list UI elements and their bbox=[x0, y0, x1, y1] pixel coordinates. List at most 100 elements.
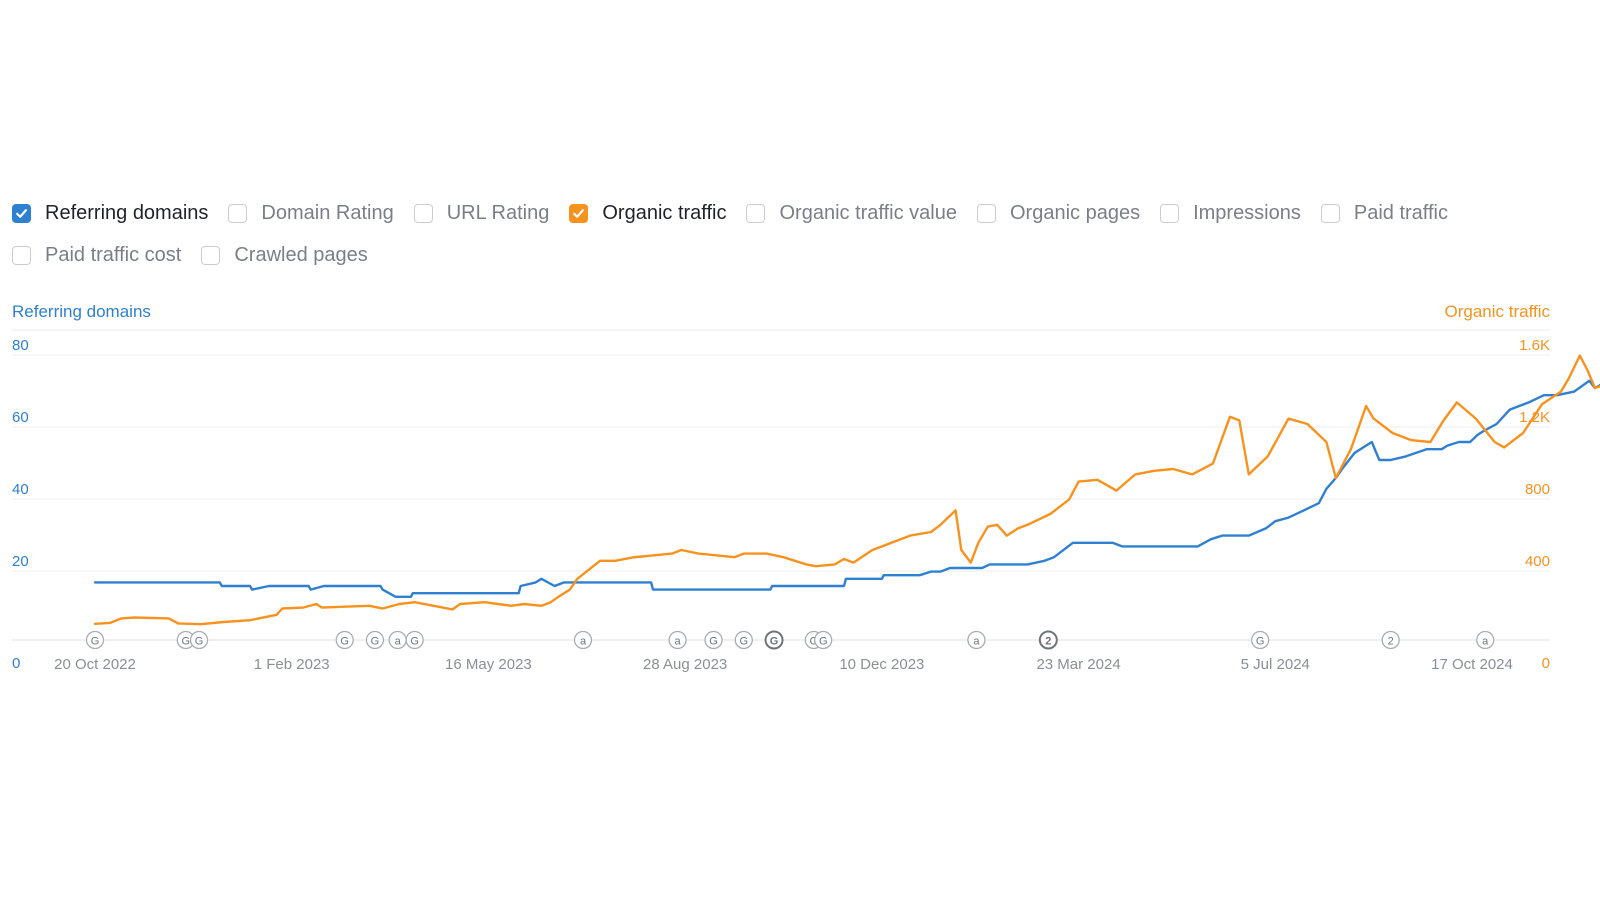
event-marker-label: a bbox=[1482, 636, 1489, 648]
event-marker-icon[interactable]: G bbox=[1251, 630, 1270, 650]
x-axis-tick: 17 Oct 2024 bbox=[1431, 656, 1513, 673]
event-marker-circle bbox=[573, 630, 593, 650]
event-marker-label: a bbox=[395, 636, 402, 648]
toggle-organic-traffic[interactable]: Organic traffic bbox=[569, 202, 726, 225]
left-axis-tick: 0 bbox=[12, 655, 20, 672]
toggle-referring-domains[interactable]: Referring domains bbox=[12, 202, 208, 225]
x-axis-tick: 20 Oct 2022 bbox=[54, 656, 136, 673]
event-marker-circle bbox=[365, 630, 385, 650]
event-marker-icon[interactable]: a bbox=[967, 630, 986, 650]
event-marker-circle bbox=[734, 630, 753, 650]
event-marker-icon[interactable]: a bbox=[668, 630, 687, 650]
event-marker-icon[interactable]: G bbox=[734, 630, 753, 650]
event-marker-circle bbox=[764, 630, 784, 650]
event-marker-label: G bbox=[1256, 636, 1265, 648]
toggle-label: Impressions bbox=[1193, 202, 1301, 224]
toggle-paid-traffic-cost[interactable]: Paid traffic cost bbox=[12, 244, 181, 267]
checkbox-empty-icon[interactable] bbox=[1160, 204, 1180, 223]
toggle-label: Organic pages bbox=[1009, 202, 1141, 224]
right-axis-tick: 0 bbox=[1542, 655, 1550, 672]
event-marker-circle bbox=[967, 630, 986, 650]
event-marker-label: G bbox=[410, 636, 419, 648]
toggle-crawled-pages[interactable]: Crawled pages bbox=[201, 244, 368, 267]
right-axis-tick: 400 bbox=[1525, 553, 1550, 570]
checkbox-empty-icon[interactable] bbox=[746, 204, 766, 223]
left-axis-title: Referring domains bbox=[12, 302, 151, 321]
toggle-label: Organic traffic bbox=[602, 202, 727, 224]
checkbox-empty-icon[interactable] bbox=[413, 204, 433, 223]
event-marker-icon[interactable]: 2 bbox=[1381, 630, 1400, 650]
toggle-organic-traffic-value[interactable]: Organic traffic value bbox=[746, 202, 957, 225]
event-marker-circle bbox=[335, 630, 354, 650]
x-axis-tick: 5 Jul 2024 bbox=[1241, 656, 1310, 673]
metric-toggle-row-1: Referring domains Domain Rating URL Rating… bbox=[12, 202, 1468, 225]
toggle-url-rating[interactable]: URL Rating bbox=[413, 202, 550, 225]
event-marker-label: G bbox=[91, 636, 100, 648]
event-marker-icon[interactable]: a bbox=[388, 630, 407, 650]
toggle-label: Paid traffic cost bbox=[45, 244, 182, 266]
event-marker-circle bbox=[1038, 630, 1058, 650]
toggle-label: URL Rating bbox=[446, 202, 550, 224]
left-axis-tick: 80 bbox=[12, 337, 29, 354]
toggle-impressions[interactable]: Impressions bbox=[1160, 202, 1301, 225]
left-axis-tick: 40 bbox=[12, 481, 29, 498]
event-marker-icon[interactable]: G bbox=[365, 630, 385, 650]
event-marker-label: a bbox=[675, 636, 682, 648]
event-marker-label: G bbox=[182, 636, 191, 648]
left-axis-tick: 60 bbox=[12, 409, 29, 426]
right-axis-tick: 800 bbox=[1525, 481, 1550, 498]
x-axis-tick: 28 Aug 2023 bbox=[643, 656, 727, 673]
toggle-domain-rating[interactable]: Domain Rating bbox=[228, 202, 394, 225]
metric-toggle-row-2: Paid traffic cost Crawled pages bbox=[12, 244, 388, 267]
series-line-organic-traffic bbox=[93, 354, 1600, 626]
right-axis-title: Organic traffic bbox=[1444, 302, 1550, 321]
event-marker-label: G bbox=[340, 636, 349, 648]
series-line-referring-domains bbox=[93, 379, 1600, 598]
event-marker-circle bbox=[704, 630, 723, 650]
event-marker-icon[interactable]: G bbox=[704, 630, 723, 650]
event-marker-label: a bbox=[973, 636, 980, 648]
event-marker-icon[interactable]: a bbox=[573, 630, 593, 650]
event-marker-circle bbox=[405, 630, 424, 650]
event-marker-circle bbox=[814, 630, 833, 650]
event-marker-icon[interactable]: G bbox=[85, 630, 105, 650]
checkbox-checked-icon[interactable] bbox=[12, 204, 31, 223]
checkbox-checked-icon[interactable] bbox=[569, 204, 589, 223]
event-marker-label: G bbox=[739, 636, 748, 648]
event-marker-icon[interactable]: G bbox=[335, 630, 354, 650]
checkbox-empty-icon[interactable] bbox=[228, 204, 248, 223]
right-axis-tick: 1.6K bbox=[1519, 337, 1550, 354]
toggle-label: Domain Rating bbox=[261, 202, 394, 224]
checkbox-empty-icon[interactable] bbox=[1320, 204, 1340, 223]
event-marker-label: G bbox=[809, 636, 818, 648]
toggle-label: Organic traffic value bbox=[779, 202, 957, 224]
toggle-label: Referring domains bbox=[45, 202, 209, 224]
event-marker-icon[interactable]: a bbox=[1476, 630, 1495, 650]
toggle-label: Paid traffic bbox=[1353, 202, 1448, 224]
series-lines bbox=[93, 354, 1600, 626]
checkbox-empty-icon[interactable] bbox=[12, 246, 31, 265]
event-marker-icon[interactable]: G bbox=[189, 630, 209, 650]
event-marker-label: G bbox=[770, 636, 779, 648]
event-marker-icon[interactable]: 2 bbox=[1038, 630, 1058, 650]
x-axis-tick: 16 May 2023 bbox=[445, 656, 532, 673]
event-marker-circle bbox=[1251, 630, 1270, 650]
right-axis-tick: 1.2K bbox=[1519, 409, 1550, 426]
event-marker-icon[interactable]: G bbox=[764, 630, 784, 650]
event-marker-label: 2 bbox=[1045, 636, 1051, 648]
checkbox-empty-icon[interactable] bbox=[976, 204, 996, 223]
event-marker-icon[interactable]: G bbox=[814, 630, 833, 650]
toggle-organic-pages[interactable]: Organic pages bbox=[976, 202, 1141, 225]
toggle-label: Crawled pages bbox=[234, 244, 368, 266]
toggle-paid-traffic[interactable]: Paid traffic bbox=[1320, 202, 1448, 225]
grid-lines bbox=[12, 329, 1550, 641]
x-axis-tick: 1 Feb 2023 bbox=[254, 656, 330, 673]
event-marker-label: G bbox=[709, 636, 718, 648]
checkbox-empty-icon[interactable] bbox=[201, 246, 221, 265]
event-marker-icon[interactable]: G bbox=[405, 630, 424, 650]
event-marker-label: 2 bbox=[1388, 636, 1394, 648]
event-marker-circle bbox=[668, 630, 687, 650]
